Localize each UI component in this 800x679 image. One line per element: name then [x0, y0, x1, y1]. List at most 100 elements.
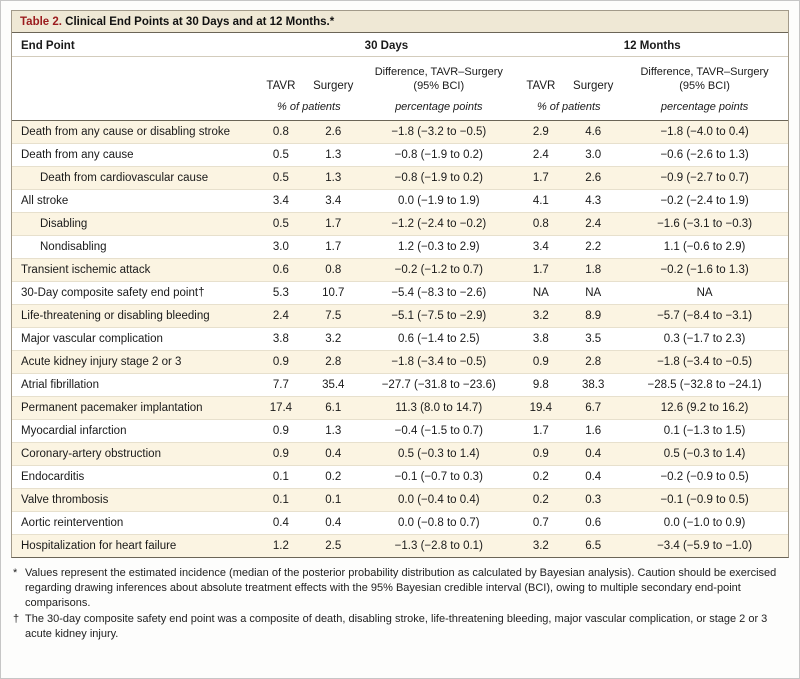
difference-12-cell: −1.8 (−3.4 to −0.5) — [657, 355, 753, 368]
table-row: Transient ischemic attack 0.6 0.8 −0.2 (−1.… — [12, 258, 788, 281]
difference-30-cell: −0.8 (−1.9 to 0.2) — [394, 171, 483, 184]
difference-30-cell: 0.0 (−0.8 to 0.7) — [398, 516, 480, 529]
tavr-12-cell: 0.2 — [532, 470, 549, 483]
difference-header-line2: (95% BCI) — [679, 79, 730, 92]
difference-30-cell: −0.8 (−1.9 to 0.2) — [394, 148, 483, 161]
tavr-12-cell: 9.8 — [532, 378, 549, 391]
endpoint-cell: Disabling — [40, 217, 88, 230]
tavr-30-cell: 7.7 — [272, 378, 289, 391]
surgery-30-cell: 2.8 — [325, 355, 342, 368]
endpoint-cell: All stroke — [21, 194, 69, 207]
difference-30-cell: −27.7 (−31.8 to −23.6) — [381, 378, 496, 391]
table-container: Table 2. Clinical End Points at 30 Days … — [11, 10, 789, 558]
surgery-30-cell: 0.4 — [325, 447, 342, 460]
tavr-30-cell: 0.5 — [272, 217, 289, 230]
difference-12-cell: −0.1 (−0.9 to 0.5) — [660, 493, 749, 506]
tavr-30-cell: 2.4 — [272, 309, 289, 322]
column-header-tavr-12: TAVR — [526, 80, 556, 93]
endpoint-cell: Death from any cause — [21, 148, 134, 161]
table-row: Death from cardiovascular cause 0.5 1.3 −0.… — [12, 166, 788, 189]
endpoint-cell: Transient ischemic attack — [21, 263, 151, 276]
surgery-12-cell: 0.4 — [585, 470, 602, 483]
endpoint-cell: Death from cardiovascular cause — [40, 171, 209, 184]
difference-30-cell: 1.2 (−0.3 to 2.9) — [398, 240, 480, 253]
difference-12-cell: −28.5 (−32.8 to −24.1) — [647, 378, 762, 391]
table-row: Permanent pacemaker implantation 17.4 6.1 1… — [12, 396, 788, 419]
table-row: Aortic reintervention 0.4 0.4 0.0 (−0.8 to … — [12, 511, 788, 534]
difference-12-cell: NA — [696, 286, 713, 299]
difference-12-cell: −3.4 (−5.9 to −1.0) — [657, 539, 753, 552]
tavr-30-cell: 0.5 — [272, 148, 289, 161]
surgery-12-cell: 2.6 — [585, 171, 602, 184]
group-header-row: End Point 30 Days 12 Months — [12, 33, 788, 57]
column-header-endpoint: End Point — [21, 40, 75, 52]
endpoint-cell: Valve thrombosis — [21, 493, 109, 506]
tavr-30-cell: 5.3 — [272, 286, 289, 299]
table-row: Acute kidney injury stage 2 or 3 0.9 2.8 −1… — [12, 350, 788, 373]
difference-30-cell: −0.4 (−1.5 to 0.7) — [394, 424, 483, 437]
unit-pct-patients-12: % of patients — [536, 100, 601, 113]
surgery-30-cell: 6.1 — [325, 401, 342, 414]
surgery-12-cell: 3.0 — [585, 148, 602, 161]
unit-pct-points-12: percentage points — [660, 100, 749, 113]
units-row: % of patients percentage points % of pat… — [12, 96, 788, 121]
endpoint-cell: Endocarditis — [21, 470, 85, 483]
tavr-12-cell: 4.1 — [532, 194, 549, 207]
spacer-cell — [12, 96, 256, 121]
table-row: Endocarditis 0.1 0.2 −0.1 (−0.7 to 0.3) 0.2 0… — [12, 465, 788, 488]
tavr-12-cell: 1.7 — [532, 424, 549, 437]
endpoint-cell: Major vascular complication — [21, 332, 163, 345]
endpoint-cell: Myocardial infarction — [21, 424, 127, 437]
surgery-12-cell: 6.5 — [585, 539, 602, 552]
footnote-marker: * — [13, 566, 18, 579]
tavr-30-cell: 17.4 — [269, 401, 293, 414]
tavr-30-cell: 1.2 — [272, 539, 289, 552]
unit-pct-patients-30: % of patients — [277, 100, 341, 113]
tavr-30-cell: 0.6 — [272, 263, 289, 276]
endpoint-cell: Death from any cause or disabling stroke — [21, 125, 231, 138]
footnote-marker: † — [13, 612, 20, 625]
surgery-30-cell: 1.3 — [325, 424, 342, 437]
surgery-12-cell: 6.7 — [585, 401, 602, 414]
tavr-30-cell: 3.4 — [272, 194, 289, 207]
endpoint-cell: Life-threatening or disabling bleeding — [21, 309, 210, 322]
clinical-endpoints-table: End Point 30 Days 12 Months TAVR Surgery… — [12, 33, 788, 557]
difference-30-cell: −0.2 (−1.2 to 0.7) — [394, 263, 483, 276]
surgery-12-cell: 2.8 — [585, 355, 602, 368]
endpoint-cell: Permanent pacemaker implantation — [21, 401, 203, 414]
tavr-12-cell: 0.9 — [532, 447, 549, 460]
difference-12-cell: 12.6 (9.2 to 16.2) — [660, 401, 749, 414]
endpoint-cell: Coronary-artery obstruction — [21, 447, 161, 460]
difference-header-line2: (95% BCI) — [413, 79, 465, 92]
tavr-30-cell: 0.9 — [272, 447, 289, 460]
difference-30-cell: −5.4 (−8.3 to −2.6) — [391, 286, 487, 299]
tavr-12-cell: 2.4 — [532, 148, 549, 161]
tavr-12-cell: 0.7 — [532, 516, 549, 529]
surgery-30-cell: 2.5 — [325, 539, 342, 552]
difference-12-cell: −1.6 (−3.1 to −0.3) — [657, 217, 753, 230]
column-group-30-days: 30 Days — [364, 40, 409, 52]
difference-12-cell: −0.2 (−1.6 to 1.3) — [660, 263, 749, 276]
tavr-30-cell: 3.8 — [272, 332, 289, 345]
difference-12-cell: 0.1 (−1.3 to 1.5) — [663, 424, 746, 437]
footnote: † The 30-day composite safety end point w… — [13, 612, 787, 643]
surgery-30-cell: 35.4 — [322, 378, 345, 391]
difference-12-cell: 0.0 (−1.0 to 0.9) — [663, 516, 746, 529]
difference-30-cell: −5.1 (−7.5 to −2.9) — [391, 309, 487, 322]
column-header-difference-30: Difference, TAVR–Surgery (95% BCI) — [361, 57, 516, 96]
surgery-12-cell: 8.9 — [585, 309, 602, 322]
difference-30-cell: 0.6 (−1.4 to 2.5) — [398, 332, 480, 345]
column-header-tavr-30: TAVR — [266, 80, 296, 93]
surgery-12-cell: 1.8 — [585, 263, 602, 276]
table-body: Death from any cause or disabling stroke… — [12, 120, 788, 557]
endpoint-cell: Hospitalization for heart failure — [21, 539, 177, 552]
table-row: 30-Day composite safety end point† 5.3 10.… — [12, 281, 788, 304]
table-row: Death from any cause 0.5 1.3 −0.8 (−1.9 to … — [12, 143, 788, 166]
difference-30-cell: −1.3 (−2.8 to 0.1) — [394, 539, 483, 552]
difference-12-cell: −0.6 (−2.6 to 1.3) — [660, 148, 749, 161]
difference-30-cell: 0.5 (−0.3 to 1.4) — [398, 447, 480, 460]
endpoint-cell: Nondisabling — [40, 240, 107, 253]
endpoint-cell: Atrial fibrillation — [21, 378, 99, 391]
tavr-30-cell: 0.5 — [272, 171, 289, 184]
difference-12-cell: −5.7 (−8.4 to −3.1) — [657, 309, 753, 322]
